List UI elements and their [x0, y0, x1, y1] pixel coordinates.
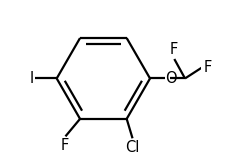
Text: F: F	[203, 60, 211, 75]
Text: I: I	[29, 71, 34, 86]
Text: F: F	[168, 42, 177, 57]
Text: O: O	[165, 71, 176, 86]
Text: F: F	[60, 138, 68, 153]
Text: Cl: Cl	[125, 140, 139, 155]
